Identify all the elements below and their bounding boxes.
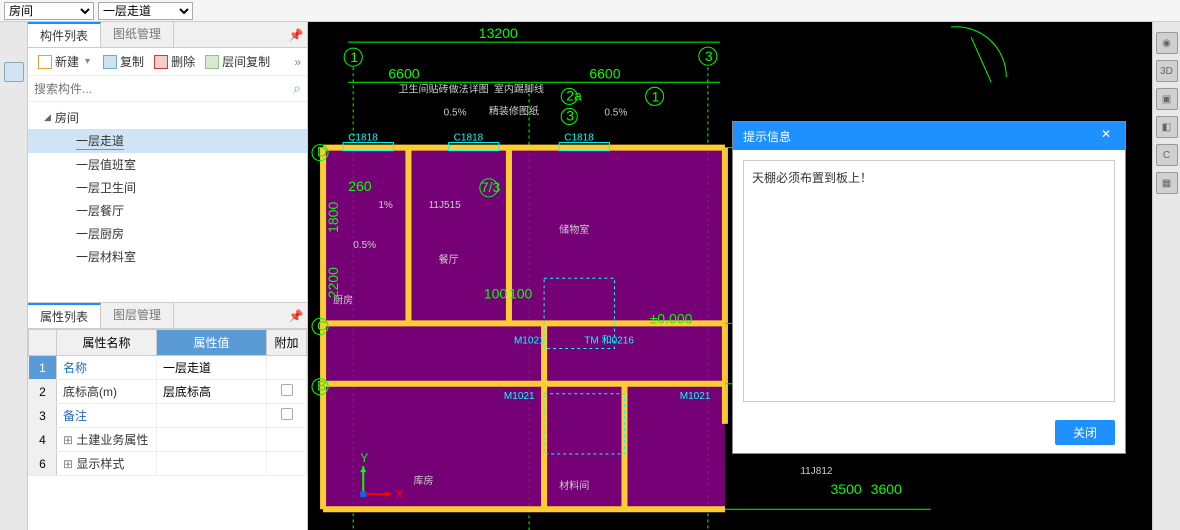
close-icon[interactable]: ✕ [1097,127,1115,145]
view-grid-icon[interactable]: ▦ [1156,172,1178,194]
svg-text:精装修图纸: 精装修图纸 [489,104,539,117]
delete-button[interactable]: 删除 [150,51,199,72]
svg-text:C1818: C1818 [454,133,484,144]
tree-item[interactable]: 一层走道 [28,129,307,153]
tree-root[interactable]: ◢房间 [28,106,307,129]
search-input[interactable] [34,82,293,96]
svg-text:Y: Y [360,451,368,465]
svg-text:3: 3 [566,107,574,123]
view-globe-icon[interactable]: ◉ [1156,32,1178,54]
svg-text:1%: 1% [378,200,393,211]
svg-text:11J812: 11J812 [800,466,833,477]
tree-item[interactable]: 一层材料室 [28,245,307,268]
property-row[interactable]: 6⊞ 显示样式 [29,452,307,476]
left-icon-bar [0,22,28,530]
property-table: 属性名称 属性值 附加 1名称一层走道2底标高(m)层底标高3备注4⊞ 土建业务… [28,329,307,476]
svg-text:M1021: M1021 [680,391,711,402]
svg-text:M1021: M1021 [504,391,535,402]
component-toolbar: 新建▾ 复制 删除 层间复制 » [28,48,307,76]
top-bar: 房间 一层走道 [0,0,1180,22]
svg-text:11J515: 11J515 [429,200,462,211]
svg-text:3500: 3500 [830,481,861,497]
svg-text:±0.000: ±0.000 [650,310,693,326]
tab-component-list[interactable]: 构件列表 [28,22,101,47]
pin-icon[interactable]: 📌 [285,22,307,47]
svg-text:材料间: 材料间 [559,479,589,492]
component-tree: ◢房间 一层走道一层值班室一层卫生间一层餐厅一层厨房一层材料室 [28,102,307,302]
svg-text:库房: 库房 [413,474,433,487]
new-button[interactable]: 新建▾ [34,51,97,72]
svg-text:C1818: C1818 [564,133,594,144]
svg-text:M1021: M1021 [514,336,545,347]
svg-text:室内踢脚线: 室内踢脚线 [494,82,544,95]
svg-text:0.5%: 0.5% [444,107,467,118]
right-icon-bar: ◉ 3D ▣ ◧ C ▦ [1152,22,1180,530]
dialog-titlebar[interactable]: 提示信息 ✕ [733,122,1125,150]
dialog-title: 提示信息 [743,128,791,145]
view-box-icon[interactable]: ◧ [1156,116,1178,138]
property-row[interactable]: 4⊞ 土建业务属性 [29,428,307,452]
svg-text:100: 100 [484,285,508,301]
property-panel: 属性列表 图层管理 📌 属性名称 属性值 附加 1名称一层走道2底标高(m)层底… [28,302,308,530]
svg-text:X: X [395,487,403,501]
svg-text:7/3: 7/3 [481,179,501,195]
layer-copy-button[interactable]: 层间复制 [201,51,274,72]
property-row[interactable]: 1名称一层走道 [29,356,307,380]
category-select[interactable]: 房间 [4,2,94,20]
svg-text:B: B [317,378,326,394]
component-select[interactable]: 一层走道 [98,2,193,20]
svg-text:餐厅: 餐厅 [439,253,459,266]
svg-text:储物室: 储物室 [559,223,589,236]
svg-text:0.5%: 0.5% [353,240,376,251]
left-tool-icon[interactable] [4,62,24,82]
view-cube-icon[interactable]: ▣ [1156,88,1178,110]
tree-item[interactable]: 一层厨房 [28,222,307,245]
svg-text:260: 260 [348,178,372,194]
col-value[interactable]: 属性值 [157,330,267,356]
svg-text:C: C [317,317,327,333]
search-icon[interactable]: ⌕ [293,80,301,97]
close-button[interactable]: 关闭 [1055,420,1115,445]
svg-text:1800: 1800 [325,202,341,233]
svg-text:D: D [317,144,327,160]
svg-text:6600: 6600 [388,65,419,81]
view-3d-icon[interactable]: 3D [1156,60,1178,82]
message-dialog: 提示信息 ✕ 天棚必须布置到板上！ 关闭 [732,121,1126,454]
svg-text:C1818: C1818 [348,133,378,144]
svg-text:1: 1 [652,88,660,104]
svg-text:卫生间贴砖做法详图: 卫生间贴砖做法详图 [398,82,488,95]
property-row[interactable]: 3备注 [29,404,307,428]
svg-text:1: 1 [350,49,358,65]
col-name: 属性名称 [57,330,157,356]
svg-text:2200: 2200 [325,267,341,298]
tab-drawing-manage[interactable]: 图纸管理 [101,22,174,47]
copy-button[interactable]: 复制 [99,51,148,72]
tree-item[interactable]: 一层卫生间 [28,176,307,199]
svg-text:13200: 13200 [479,25,518,41]
search-row: ⌕ [28,76,307,102]
view-refresh-icon[interactable]: C [1156,144,1178,166]
svg-text:0.5%: 0.5% [604,107,627,118]
dialog-message: 天棚必须布置到板上！ [743,160,1115,402]
component-panel: 构件列表 图纸管理 📌 新建▾ 复制 删除 层间复制 » ⌕ ◢房间 一层走道一… [28,22,308,302]
svg-text:3: 3 [705,48,713,64]
property-row[interactable]: 2底标高(m)层底标高 [29,380,307,404]
col-extra: 附加 [267,330,307,356]
tree-item[interactable]: 一层餐厅 [28,199,307,222]
pin-icon[interactable]: 📌 [285,303,307,328]
tab-layer-manage[interactable]: 图层管理 [101,303,174,328]
tab-property-list[interactable]: 属性列表 [28,303,101,328]
svg-text:3600: 3600 [871,481,902,497]
svg-text:100: 100 [509,285,533,301]
svg-text:TM 和0216: TM 和0216 [584,335,634,347]
toolbar-more[interactable]: » [294,55,301,69]
svg-text:2a: 2a [566,87,582,103]
svg-text:6600: 6600 [589,65,620,81]
tree-item[interactable]: 一层值班室 [28,153,307,176]
